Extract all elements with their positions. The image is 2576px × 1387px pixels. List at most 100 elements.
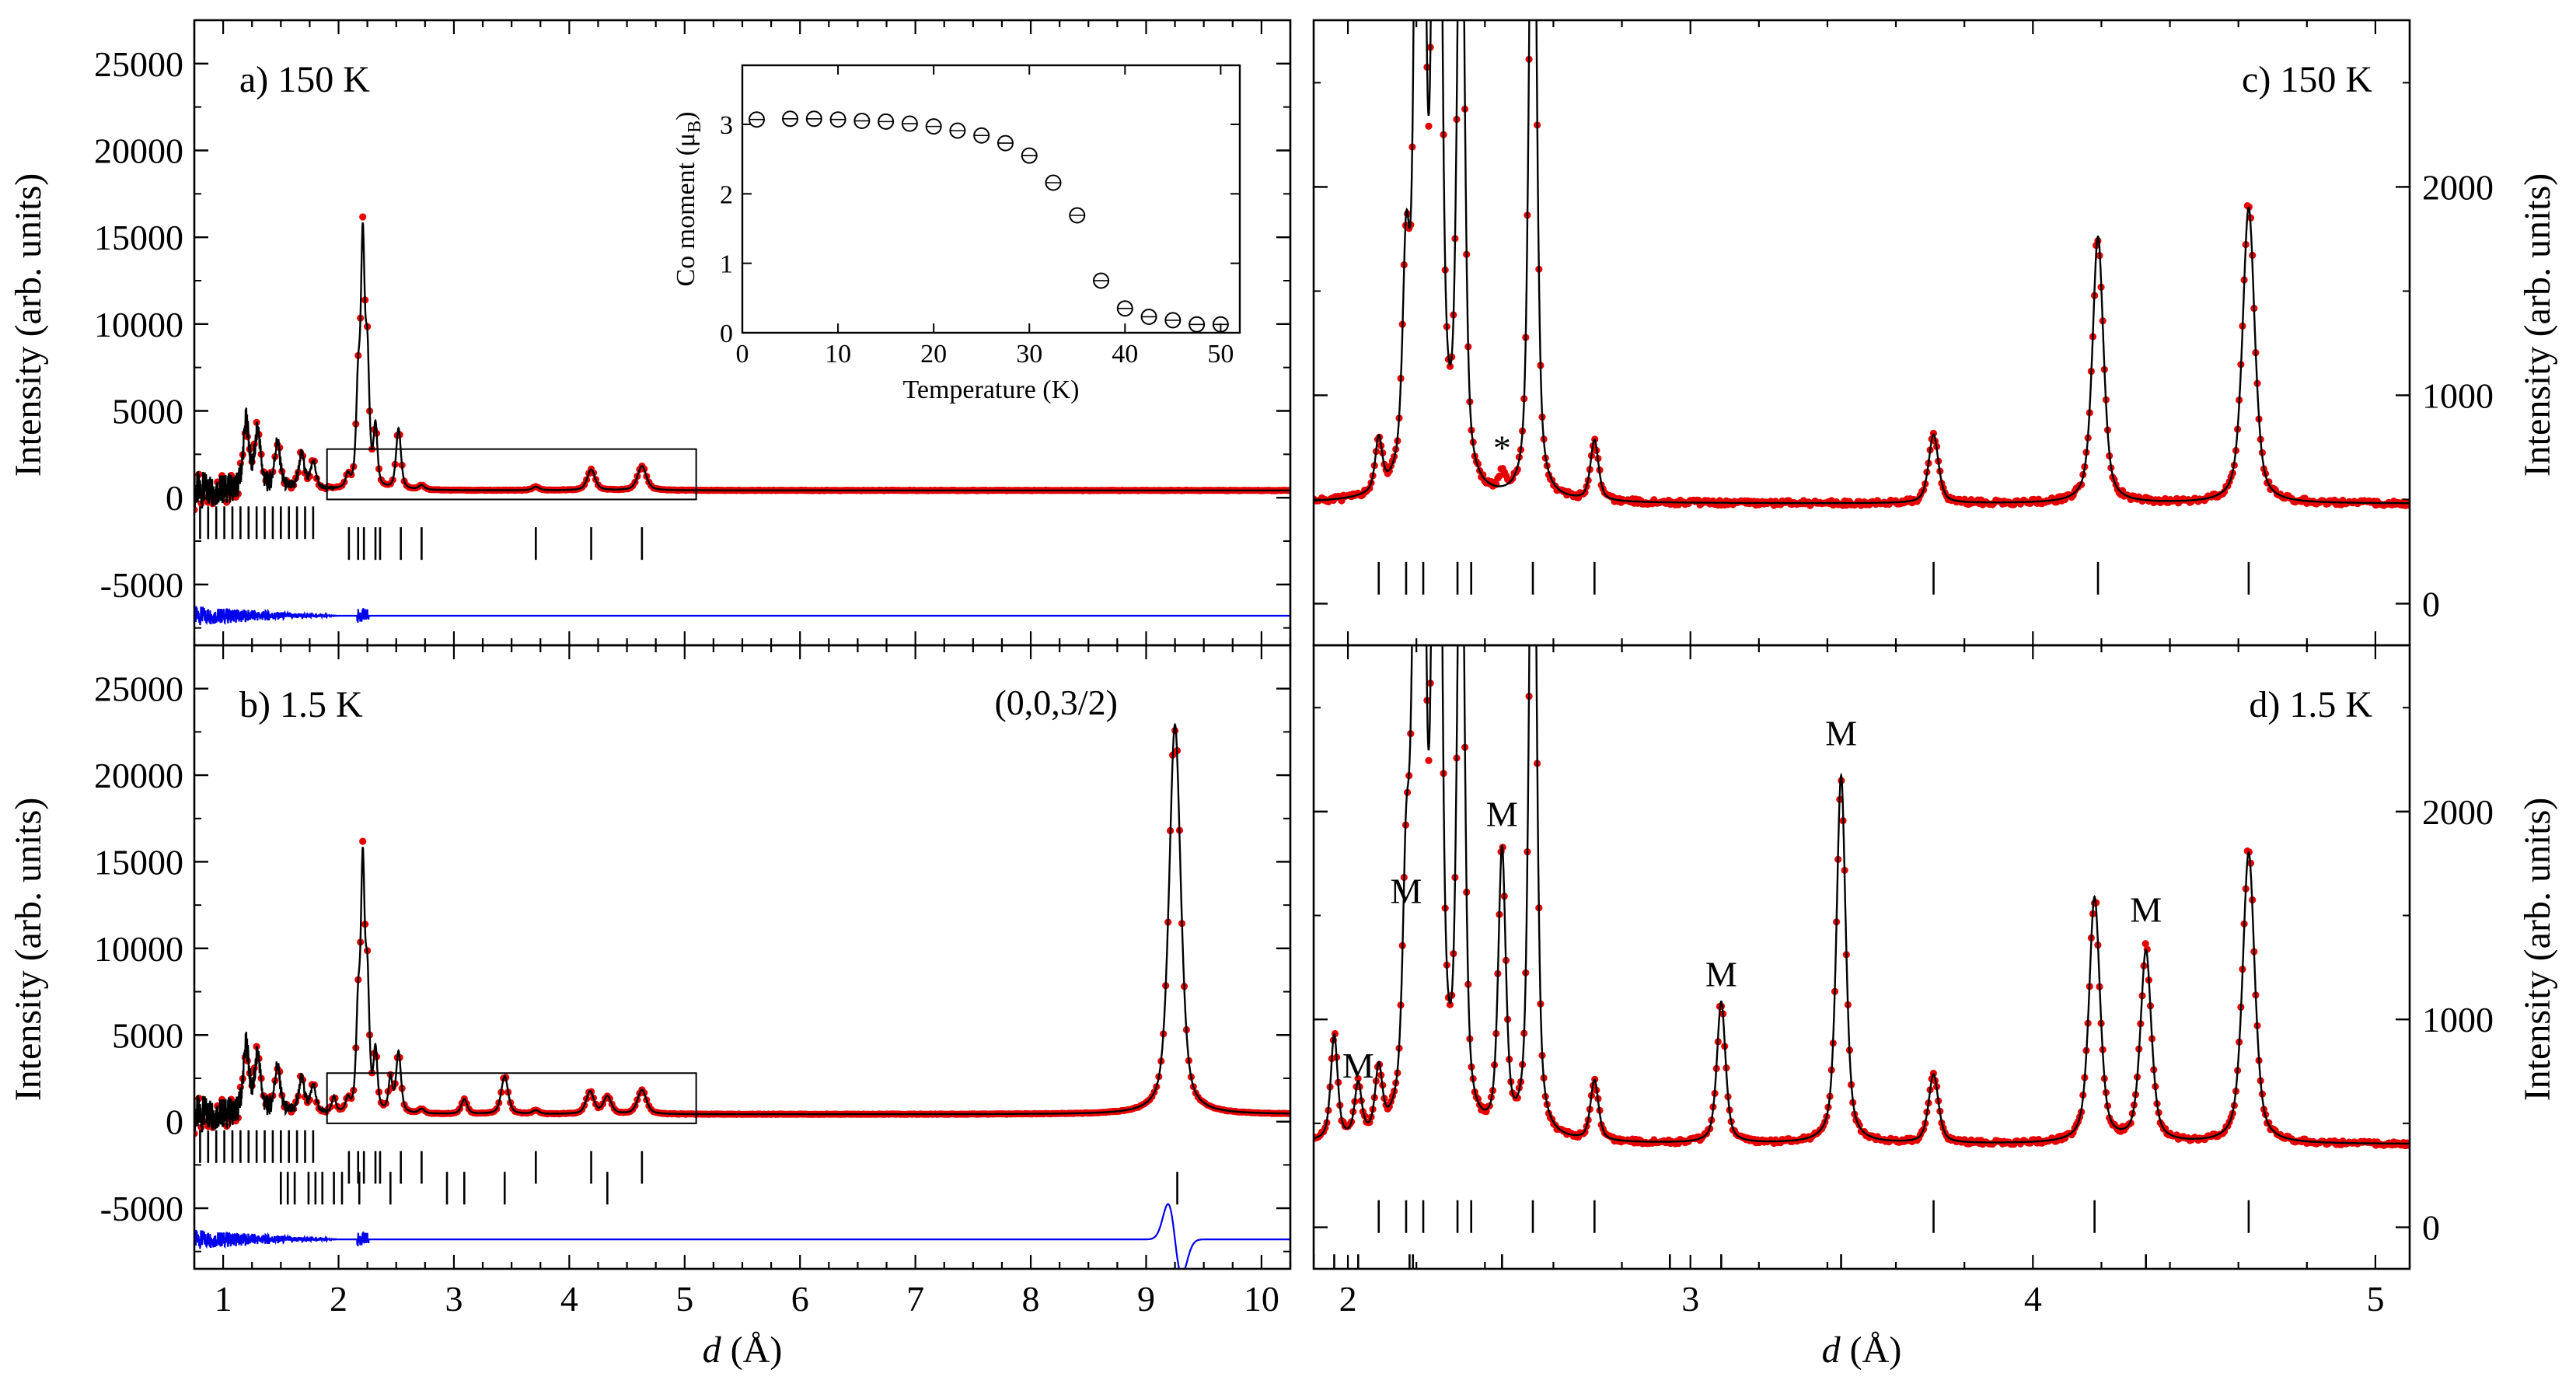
- y-tick-label: 2000: [2422, 167, 2494, 207]
- difference-curve: [194, 1203, 1290, 1269]
- x-tick-label: 5: [675, 1279, 693, 1319]
- observed-point: [1496, 472, 1503, 480]
- plot-area-c: [1314, 20, 2410, 595]
- y-tick-label: 0: [166, 1102, 183, 1142]
- observed-points: [1314, 166, 2410, 1150]
- magnetic-peak-label: M: [2130, 890, 2162, 930]
- inset-x-tick-label: 10: [825, 340, 851, 369]
- observed-point: [359, 213, 367, 221]
- panel-label: d) 1.5 K: [2249, 684, 2372, 725]
- observed-point: [1425, 756, 1433, 764]
- inset-x-tick-label: 20: [920, 340, 947, 369]
- inset-x-tick-label: 40: [1112, 340, 1138, 369]
- observed-point: [1429, 487, 1436, 494]
- x-tick-label: 7: [906, 1279, 924, 1319]
- panel-label: c) 150 K: [2242, 59, 2372, 100]
- y-tick-label: 20000: [94, 131, 183, 171]
- x-tick-label: 10: [1244, 1279, 1279, 1319]
- panel-b: -5000 0 5000 10000 15000 20000 25000 1 2 3 4 5 6 7 8 9 1…: [8, 644, 1292, 1371]
- calculated-curve: [1314, 645, 2410, 1145]
- x-tick-label: 4: [560, 1279, 578, 1319]
- x-tick-label: 3: [1681, 1279, 1699, 1319]
- y-tick-label: 5000: [112, 1015, 183, 1055]
- y-tick-label: 0: [2422, 584, 2440, 624]
- bragg-ticks: [199, 1130, 1178, 1205]
- x-tick-label: 2: [330, 1279, 347, 1319]
- x-axis-title-unit: (Å): [721, 1329, 783, 1371]
- y-tick-label: 10000: [94, 305, 183, 344]
- y-tick-label: 25000: [94, 669, 183, 709]
- observed-point: [1458, 376, 1465, 383]
- y-tick-label: -5000: [100, 1189, 183, 1228]
- x-axis-title-unit: (Å): [1841, 1329, 1902, 1371]
- inset-y-tick-label: 3: [720, 111, 733, 140]
- observed-point: [1408, 620, 1415, 627]
- y-tick-label: -5000: [100, 565, 183, 605]
- y-tick-label: 2000: [2422, 792, 2494, 832]
- inset-x-axis-title: Temperature (K): [903, 376, 1080, 404]
- panel-c: 0 1000 2000 c) 150 K Intensity (arb. units) *: [1312, 19, 2558, 647]
- zoom-box: [326, 448, 697, 501]
- x-tick-label: 1: [215, 1279, 232, 1319]
- inset-y-title-main: Co moment (μ: [672, 133, 700, 287]
- observed-point: [1412, 179, 1419, 186]
- difference-curve: [194, 606, 1290, 626]
- observed-point: [1532, 555, 1539, 562]
- calculated-curve: [194, 722, 1290, 1134]
- y-tick-label: 20000: [94, 756, 183, 795]
- inset-x-tick-label: 0: [736, 340, 749, 369]
- observed-point: [1460, 547, 1467, 554]
- y-tick-label: 1000: [2422, 1000, 2494, 1039]
- magnetic-peak-label: M: [1486, 795, 1518, 834]
- observed-point: [1430, 228, 1437, 235]
- calculated-curve: [194, 222, 1290, 510]
- y-tick-label: 25000: [94, 44, 183, 84]
- observed-point: [1420, 166, 1427, 173]
- y-tick-label: 1000: [2422, 376, 2494, 415]
- observed-point: [359, 837, 367, 845]
- x-tick-label: 9: [1137, 1279, 1155, 1319]
- magnetic-peak-label: M: [1391, 871, 1422, 910]
- y-tick-label: 0: [166, 478, 183, 518]
- observed-point: [1446, 362, 1454, 370]
- impurity-marker: *: [1493, 428, 1511, 467]
- inset-y-title-end: ): [672, 111, 700, 120]
- y-axis-title: Intensity (arb. units): [8, 798, 49, 1102]
- observed-point: [1527, 466, 1534, 473]
- x-tick-label: 5: [2366, 1279, 2384, 1319]
- y-tick-label: 15000: [94, 842, 183, 882]
- x-tick-label: 3: [445, 1279, 462, 1319]
- plot-area-a: [194, 213, 1290, 626]
- y-axis-title: Intensity (arb. units): [8, 173, 49, 477]
- x-tick-label: 4: [2024, 1279, 2042, 1319]
- inset-y-tick-label: 0: [720, 320, 733, 348]
- peak-annotation: (0,0,3/2): [994, 683, 1117, 722]
- inset-y-axis-title: Co moment (μB): [672, 111, 705, 286]
- x-axis-title: d (Å): [703, 1329, 783, 1371]
- x-axis-title: d (Å): [1822, 1329, 1902, 1371]
- x-axis-title-var: d: [1822, 1329, 1841, 1371]
- plot-area-d: [1314, 166, 2410, 1269]
- observed-point: [1531, 337, 1538, 344]
- inset-chart: 0 10 20 30 40 50 0 1 2 3 Temperature (K) Co moment …: [672, 64, 1241, 404]
- bragg-ticks: [1314, 1200, 2250, 1269]
- observed-point: [1425, 122, 1433, 130]
- observed-point: [1529, 293, 1536, 300]
- panel-d: 0 1000 2000 2 3 4 5 d) 1.5 K Intensity (arb. uni…: [1312, 166, 2558, 1371]
- inset-y-title-sub: B: [685, 121, 705, 133]
- y-tick-label: 5000: [112, 392, 183, 431]
- axes-frame: [1312, 19, 2411, 647]
- observed-point: [1422, 504, 1429, 511]
- inset-y-tick-label: 1: [720, 250, 733, 279]
- observed-point: [1457, 399, 1464, 406]
- panel-label: b) 1.5 K: [239, 684, 363, 725]
- observed-point: [1438, 558, 1445, 565]
- panel-label: a) 150 K: [239, 59, 370, 100]
- bragg-ticks: [199, 506, 644, 561]
- observed-point: [1410, 445, 1417, 452]
- magnetic-peak-label: M: [1342, 1046, 1374, 1085]
- y-tick-label: 10000: [94, 929, 183, 969]
- x-axis-title-var: d: [703, 1329, 722, 1371]
